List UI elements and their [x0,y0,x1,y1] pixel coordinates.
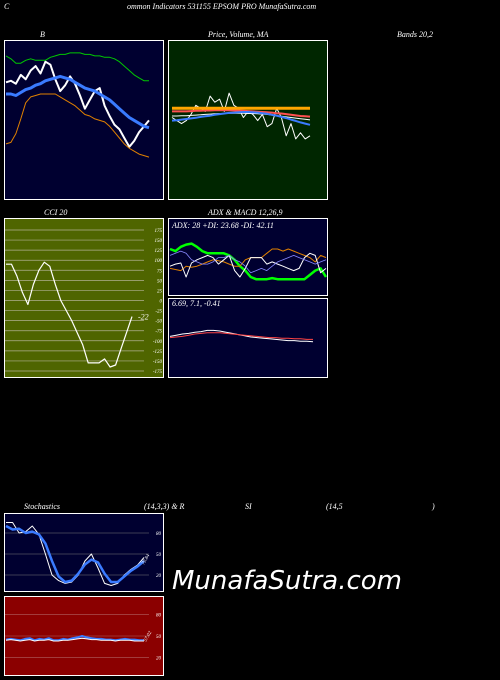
cci-tick-label: -150 [153,360,163,365]
price-ma-title: Price, Volume, MA [208,30,269,39]
rsi-chart: 80 50 20 57.02 [4,596,164,676]
stoch-chart: 80 50 20 79.84 [4,513,164,592]
panel-background [4,513,164,592]
cci-panel: 175 150 125 100 75 50 25 0 -25 -50 -75 -100 -125 -150… [4,218,164,378]
rsi-tick-label: 50 [156,635,162,640]
bb-middle-band [6,74,150,130]
cci-tick-label: 125 [155,249,163,254]
macd-label: 6.69, 7.1, -0.41 [172,299,221,308]
macd-signal-line [169,332,313,340]
cci-tick-label: -125 [153,350,163,355]
rsi-params: (14,5 [326,502,343,511]
stoch-last-value: 79.84 [141,553,151,566]
price-ma-chart [168,40,328,200]
cci-tick-label: 175 [155,229,163,234]
cci-tick-label: -50 [155,320,162,325]
pm-ma-blue [171,111,311,126]
bollinger-panel [4,40,164,200]
plus-di-line [169,248,327,272]
cci-tick-label: -175 [153,370,163,375]
rsi-tick-label: 80 [156,613,162,618]
macd-panel: 6.69, 7.1, -0.41 [168,298,328,378]
adx-macd-title: ADX & MACD 12,26,9 [208,208,283,217]
macd-chart: 6.69, 7.1, -0.41 [168,298,328,378]
cci-tick-label: -75 [155,330,162,335]
stoch-title: Stochastics [24,502,60,511]
stoch-tick-label: 20 [156,574,162,579]
stoch-tick-label: 80 [156,532,162,537]
rsi-tick-label: 20 [156,657,162,662]
cci-tick-label: 75 [157,269,163,274]
adx-aux-line [169,250,327,274]
pm-ma-red [172,109,311,118]
minus-di-line [169,252,327,278]
cci-last-value: -22 [138,313,149,322]
bands-title: Bands 20,2 [397,30,433,39]
cci-line [6,261,133,368]
cci-tick-label: -25 [155,310,162,315]
bb-upper-band [5,52,149,82]
stoch-params: (14,3,3) & R [144,502,185,511]
mfi-line [5,637,144,642]
adx-panel: ADX: 28 +DI: 23.68 -DI: 42.11 [168,218,328,296]
cci-title: CCI 20 [44,208,68,217]
cci-tick-label: 50 [157,279,163,284]
panel-background [4,40,164,200]
rsi-line [5,635,144,642]
stoch-d-line [5,524,145,584]
bb-price-line [5,60,150,148]
bollinger-title: B [40,30,45,39]
rsi-title: SI [245,502,252,511]
rsi-close: ) [432,502,435,511]
cci-tick-label: 0 [160,300,163,305]
watermark: MunafaSutra.com [172,566,403,596]
cci-tick-label: -100 [153,340,163,345]
stoch-panel: 80 50 20 79.84 [4,513,164,592]
adx-line [169,242,328,281]
bollinger-chart [4,40,164,200]
header-c: C [4,2,10,11]
stoch-tick-label: 50 [156,553,162,558]
price-ma-panel [168,40,328,200]
cci-chart: 175 150 125 100 75 50 25 0 -25 -50 -75 -100 -125 -150… [4,218,164,378]
bb-lower-band [5,93,150,158]
panel-background [168,40,328,200]
panel-background [4,218,164,378]
cci-tick-label: 100 [155,259,163,264]
header-title: ommon Indicators 531155 EPSOM PRO Munafa… [127,2,317,11]
cci-tick-label: 150 [155,239,163,244]
cci-tick-label: 25 [157,289,163,294]
pm-ma-white [172,112,311,121]
rsi-last-value: 57.02 [143,630,153,643]
panel-background [168,218,328,296]
adx-chart: ADX: 28 +DI: 23.68 -DI: 42.11 [168,218,328,296]
adx-label: ADX: 28 +DI: 23.68 -DI: 42.11 [171,221,274,230]
panel-background [168,298,328,378]
rsi-panel: 80 50 20 57.02 [4,596,164,676]
